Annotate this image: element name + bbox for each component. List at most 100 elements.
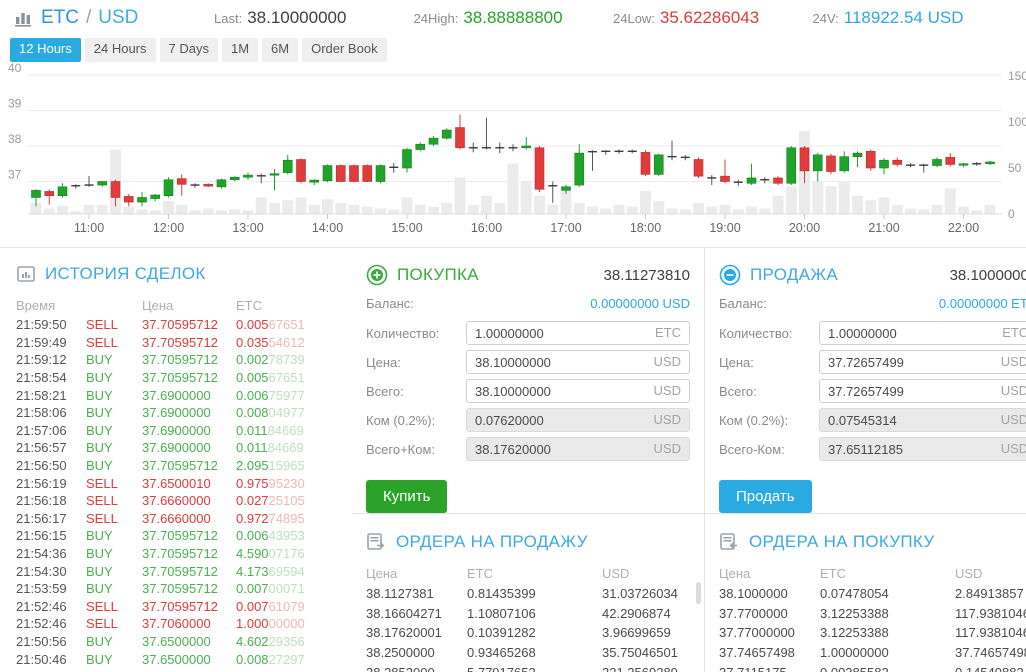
trade-price: 37.70595712 xyxy=(142,563,218,579)
sell-input-2[interactable] xyxy=(819,379,1026,403)
order-etc: 0.00385582 xyxy=(820,665,955,672)
tab-order-book[interactable]: Order Book xyxy=(302,38,387,62)
sell-order-row[interactable]: 38.2852000 5.77917652 221.2569289 xyxy=(366,662,690,672)
sell-panel: ПРОДАЖА 38.10000000 Баланс: 0.00000000 E… xyxy=(705,248,1026,513)
trade-side: SELL xyxy=(86,334,118,350)
interval-tabs: 12 Hours 24 Hours 7 Days 1M 6M Order Boo… xyxy=(0,32,1026,62)
order-usd: 117.93810465 xyxy=(955,625,1026,641)
sell-panel-header: ПРОДАЖА 38.10000000 xyxy=(719,264,1026,286)
stat-24high: 24High: 38.88888800 xyxy=(414,8,614,28)
buy-panel-title: ПОКУПКА xyxy=(397,265,479,284)
trade-time: 21:56:57 xyxy=(16,440,67,456)
tab-24-hours[interactable]: 24 Hours xyxy=(84,38,156,62)
trade-side: SELL xyxy=(86,475,118,491)
field-label: Ком (0.2%): xyxy=(719,412,789,428)
order-price: 37.7700000 xyxy=(719,605,788,621)
field-label: Всего+Ком: xyxy=(366,441,436,457)
buy-order-row[interactable]: 37.77000000 3.12253388 117.93810465 xyxy=(719,623,1026,643)
order-price: 38.2500000 xyxy=(366,645,435,661)
svg-text:22:00: 22:00 xyxy=(948,221,979,235)
svg-text:37: 37 xyxy=(8,168,22,182)
buy-plus-icon xyxy=(366,264,388,286)
trade-price: 37.70595712 xyxy=(142,598,218,614)
buy-input-1[interactable] xyxy=(466,350,690,374)
col-price: Цена xyxy=(366,565,398,581)
sell-order-row[interactable]: 38.16604271 1.10807106 42.2906874 xyxy=(366,604,690,624)
trade-side: BUY xyxy=(86,528,113,544)
tab-7-days[interactable]: 7 Days xyxy=(159,38,218,62)
tab-12-hours[interactable]: 12 Hours xyxy=(10,38,81,62)
svg-text:18:00: 18:00 xyxy=(630,221,661,235)
order-etc: 0.07478054 xyxy=(820,586,889,602)
order-etc: 0.93465268 xyxy=(467,645,536,661)
trade-price: 37.6660000 xyxy=(142,493,211,509)
trade-price: 37.6900000 xyxy=(142,405,211,421)
buy-order-row[interactable]: 37.7115175 0.00385582 0.14540882 xyxy=(719,662,1026,672)
order-etc: 1.10807106 xyxy=(467,605,536,621)
sell-balance-value: 0.00000000 ETC xyxy=(938,296,1026,311)
sell-order-row[interactable]: 38.2500000 0.93465268 35.75046501 xyxy=(366,643,690,663)
trade-side: BUY xyxy=(86,546,113,562)
trade-side: BUY xyxy=(86,669,142,672)
buy-field-row: Количество: ETC xyxy=(366,321,690,345)
buy-input-0[interactable] xyxy=(466,321,690,345)
trade-price: 37.6500010 xyxy=(142,475,211,491)
sell-input-0[interactable] xyxy=(819,321,1026,345)
sell-order-row[interactable]: 38.17620001 0.10391282 3.96699659 xyxy=(366,623,690,643)
trade-side: BUY xyxy=(86,633,113,649)
col-etc: ETC xyxy=(467,565,493,581)
pair-base: ETC xyxy=(41,7,79,28)
stat-last: Last: 38.10000000 xyxy=(214,8,414,28)
sell-input-1[interactable] xyxy=(819,350,1026,374)
trade-amount: 0.03554612 xyxy=(236,334,305,350)
history-row: 21:59:12 BUY 37.70595712 0.00278739 xyxy=(16,351,342,369)
trade-price: 37.70595712 xyxy=(142,370,218,386)
trade-price: 37.6500000 xyxy=(142,633,211,649)
sell-button[interactable]: Продать xyxy=(719,480,812,513)
buy-field-row: Цена: USD xyxy=(366,350,690,374)
topbar: ETC / USD Last: 38.10000000 24High: 38.8… xyxy=(0,0,1026,32)
scrollbar-thumb[interactable] xyxy=(696,582,701,604)
history-row: 21:53:59 BUY 37.70595712 0.00700071 xyxy=(16,580,342,598)
buy-order-row[interactable]: 37.74657498 1.00000000 37.74657498 xyxy=(719,643,1026,663)
order-usd: 35.75046501 xyxy=(602,645,678,661)
currency-suffix: ETC xyxy=(655,325,681,340)
stat-24volume: 24V: 118922.54 USD xyxy=(813,8,1013,28)
trade-amount: 0.00278739 xyxy=(236,352,305,368)
trade-time: 21:52:46 xyxy=(16,598,67,614)
buy-field-row: Ком (0.2%): USD xyxy=(366,408,690,432)
history-row: 21:50:56 BUY 37.6500000 4.60229356 xyxy=(16,633,342,651)
currency-suffix: USD xyxy=(1000,441,1026,456)
sell-order-row[interactable]: 38.1127381 0.81435399 31.03726034 xyxy=(366,584,690,604)
order-price: 37.74657498 xyxy=(719,645,795,661)
currency-suffix: ETC xyxy=(1002,325,1026,340)
buy-button[interactable]: Купить xyxy=(366,480,448,513)
svg-text:15:00: 15:00 xyxy=(391,221,422,235)
stat-24high-label: 24High: xyxy=(413,11,459,26)
stat-24high-value: 38.88888800 xyxy=(463,8,563,27)
buy-balance-row: Баланс: 0.00000000 USD xyxy=(366,296,690,311)
stat-last-value: 38.10000000 xyxy=(247,8,347,27)
tab-1m[interactable]: 1M xyxy=(221,38,259,62)
currency-suffix: USD xyxy=(1000,383,1026,398)
stat-24low: 24Low: 35.62286043 xyxy=(613,8,813,28)
trade-time: 21:58:06 xyxy=(16,405,67,421)
sell-field-row: Количество: ETC xyxy=(719,321,1026,345)
tab-6m[interactable]: 6M xyxy=(262,38,299,62)
svg-text:16:00: 16:00 xyxy=(471,221,502,235)
buy-input-2[interactable] xyxy=(466,379,690,403)
history-row: 21:58:21 BUY 37.6900000 0.00675977 xyxy=(16,386,342,404)
trade-price: 37.70595712 xyxy=(142,546,218,562)
history-header: ИСТОРИЯ СДЕЛОК xyxy=(16,264,342,284)
buy-orders-rows: 38.1000000 0.07478054 2.84913857 37.7700… xyxy=(719,584,1026,672)
buy-panel-price: 38.11273810 xyxy=(603,266,690,284)
currency-suffix: USD xyxy=(653,383,681,398)
orders-out-icon xyxy=(367,533,385,550)
bar-chart-icon xyxy=(15,13,31,27)
buy-order-row[interactable]: 37.7700000 3.12253388 117.93810464 xyxy=(719,604,1026,624)
history-row: 21:56:19 SELL 37.6500010 0.97595230 xyxy=(16,474,342,492)
pair-selector[interactable]: ETC / USD xyxy=(14,7,214,29)
buy-panel: ПОКУПКА 38.11273810 Баланс: 0.00000000 U… xyxy=(352,248,705,513)
buy-order-row[interactable]: 38.1000000 0.07478054 2.84913857 xyxy=(719,584,1026,604)
trade-time: 21:58:21 xyxy=(16,387,67,403)
